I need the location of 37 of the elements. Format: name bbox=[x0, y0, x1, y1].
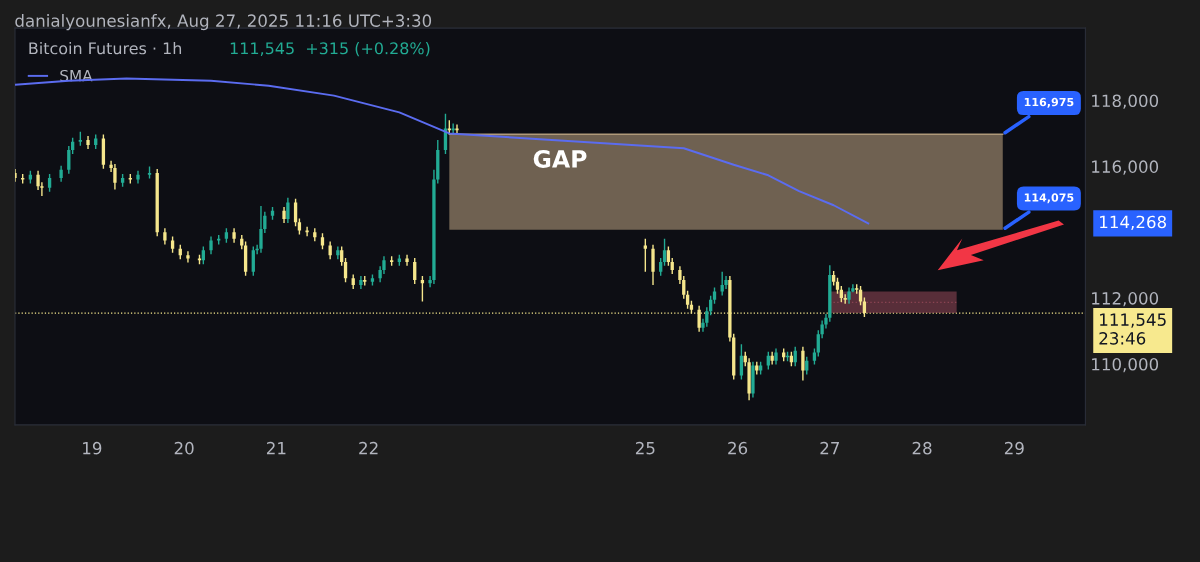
candlestick bbox=[720, 271, 724, 297]
y-tick-label: 110,000 bbox=[1092, 357, 1159, 373]
candlestick bbox=[843, 293, 847, 305]
candlestick bbox=[651, 244, 655, 286]
annotation: 114,075 bbox=[1024, 193, 1074, 204]
candlestick bbox=[251, 245, 255, 277]
annotation: GAP bbox=[533, 150, 587, 168]
annotation: 111,545 +315 (+0.28%) bbox=[230, 42, 430, 57]
x-tick-label: 25 bbox=[635, 441, 655, 455]
text: 114,268 bbox=[1100, 215, 1167, 230]
chart-title: danialyounesianfx, Aug 27, 2025 11:16 UTC+3:30 bbox=[15, 14, 432, 31]
x-tick-label: 21 bbox=[266, 441, 286, 455]
text: Bitcoin Futures · 1h bbox=[29, 41, 182, 55]
candlestick bbox=[259, 205, 263, 254]
ref-line-label: 111,545 23:46 bbox=[1099, 313, 1166, 345]
candlestick bbox=[643, 238, 647, 273]
candlestick bbox=[801, 346, 805, 382]
x-tick-label: 29 bbox=[1004, 441, 1024, 455]
candlestick bbox=[113, 163, 117, 191]
x-tick-label: 22 bbox=[359, 441, 378, 455]
candlestick bbox=[67, 145, 71, 175]
candlestick bbox=[340, 245, 344, 267]
candlestick bbox=[666, 245, 671, 267]
y-tick-label: 116,000 bbox=[1092, 160, 1159, 175]
x-tick-label: 27 bbox=[820, 441, 839, 455]
candlestick bbox=[286, 196, 290, 224]
x-tick-label: 20 bbox=[174, 441, 194, 455]
candlestick bbox=[413, 257, 417, 285]
x-tick-label: 19 bbox=[83, 441, 102, 455]
candlestick bbox=[186, 250, 190, 264]
y-tick-label: 118,000 bbox=[1092, 94, 1159, 109]
candlestick bbox=[662, 238, 667, 267]
x-tick-label: 26 bbox=[728, 441, 748, 455]
candlestick bbox=[405, 253, 409, 267]
y-tick-label: 112,000 bbox=[1092, 292, 1159, 307]
annotation: 116,975 bbox=[1024, 97, 1074, 108]
x-tick-label: 28 bbox=[912, 441, 932, 455]
